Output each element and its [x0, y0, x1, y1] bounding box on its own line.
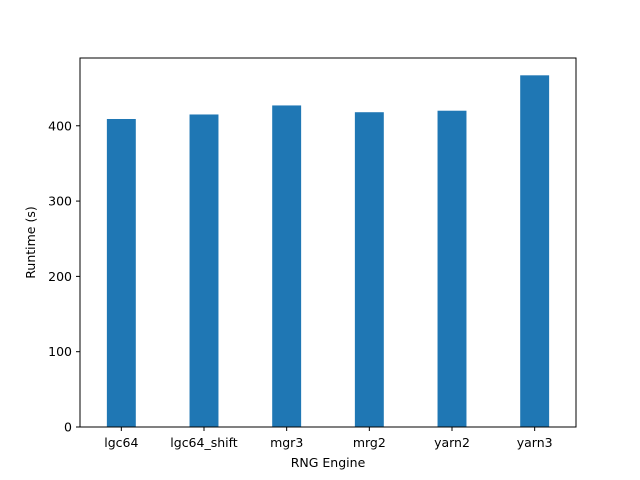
y-axis-label: Runtime (s) — [23, 206, 38, 278]
bar-yarn3 — [520, 75, 550, 428]
bar-lgc64_shift — [189, 114, 219, 428]
plot-frame — [79, 57, 577, 428]
x-tick-label: mgr3 — [270, 435, 303, 450]
bar-mgr3 — [272, 105, 302, 427]
y-axis-ticks: 0 100 200 300 400 — [48, 118, 80, 435]
x-tick-label: yarn3 — [517, 435, 553, 450]
y-tick-label: 300 — [48, 194, 72, 209]
x-tick-label: lgc64_shift — [170, 435, 238, 450]
x-axis-label: RNG Engine — [291, 455, 366, 470]
x-axis-ticks: lgc64 lgc64_shift mgr3 mrg2 yarn2 yarn3 — [104, 427, 553, 450]
bar-yarn2 — [437, 110, 467, 427]
bar-mrg2 — [354, 112, 384, 428]
y-tick-label: 0 — [64, 420, 72, 435]
x-tick-label: lgc64 — [104, 435, 138, 450]
x-tick-label: yarn2 — [434, 435, 470, 450]
y-tick-label: 100 — [48, 344, 72, 359]
bar-lgc64 — [106, 118, 136, 427]
bars-group — [106, 75, 550, 428]
y-tick-label: 400 — [48, 118, 72, 133]
x-tick-label: mrg2 — [353, 435, 386, 450]
y-tick-label: 200 — [48, 269, 72, 284]
